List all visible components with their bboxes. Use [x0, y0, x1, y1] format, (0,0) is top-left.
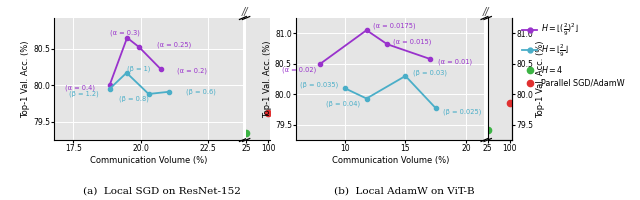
- Y-axis label: Top-1 Val. Acc. (%): Top-1 Val. Acc. (%): [263, 40, 272, 118]
- Text: (β = 0.8): (β = 0.8): [119, 96, 148, 102]
- X-axis label: Communication Volume (%): Communication Volume (%): [90, 156, 207, 165]
- Text: (b)  Local AdamW on ViT-B: (b) Local AdamW on ViT-B: [333, 187, 474, 196]
- Text: (α = 0.25): (α = 0.25): [157, 42, 191, 48]
- Text: (α = 0.2): (α = 0.2): [177, 67, 207, 74]
- Text: (α = 0.02): (α = 0.02): [282, 67, 317, 73]
- Text: (β = 1.2): (β = 1.2): [68, 91, 99, 97]
- Text: //: //: [483, 7, 490, 17]
- Text: (α = 0.015): (α = 0.015): [393, 39, 431, 45]
- Y-axis label: Top-1 Val. Acc. (%): Top-1 Val. Acc. (%): [22, 40, 31, 118]
- Text: //: //: [242, 7, 248, 17]
- Text: (α = 0.0175): (α = 0.0175): [372, 23, 415, 29]
- Text: (β = 0.04): (β = 0.04): [326, 100, 360, 107]
- Text: (β = 1): (β = 1): [127, 65, 150, 72]
- Text: (β = 0.6): (β = 0.6): [186, 89, 216, 95]
- X-axis label: Communication Volume (%): Communication Volume (%): [332, 156, 449, 165]
- Text: (β = 0.03): (β = 0.03): [413, 70, 447, 76]
- Text: (β = 0.035): (β = 0.035): [300, 82, 339, 88]
- Text: (β = 0.025): (β = 0.025): [442, 108, 481, 115]
- Text: (α = 0.01): (α = 0.01): [438, 58, 472, 65]
- Text: (a)  Local SGD on ResNet-152: (a) Local SGD on ResNet-152: [83, 187, 241, 196]
- Legend: $H = \lfloor(\frac{2}{9})^2\rfloor$, $H = \lfloor\frac{2}{9}\rfloor$, $H = 4$, P: $H = \lfloor(\frac{2}{9})^2\rfloor$, $H …: [522, 22, 625, 88]
- Text: (α = 0.3): (α = 0.3): [110, 29, 140, 36]
- Text: (α = 0.4): (α = 0.4): [65, 85, 95, 91]
- Y-axis label: Top-1 Val. Acc. (%): Top-1 Val. Acc. (%): [536, 40, 545, 118]
